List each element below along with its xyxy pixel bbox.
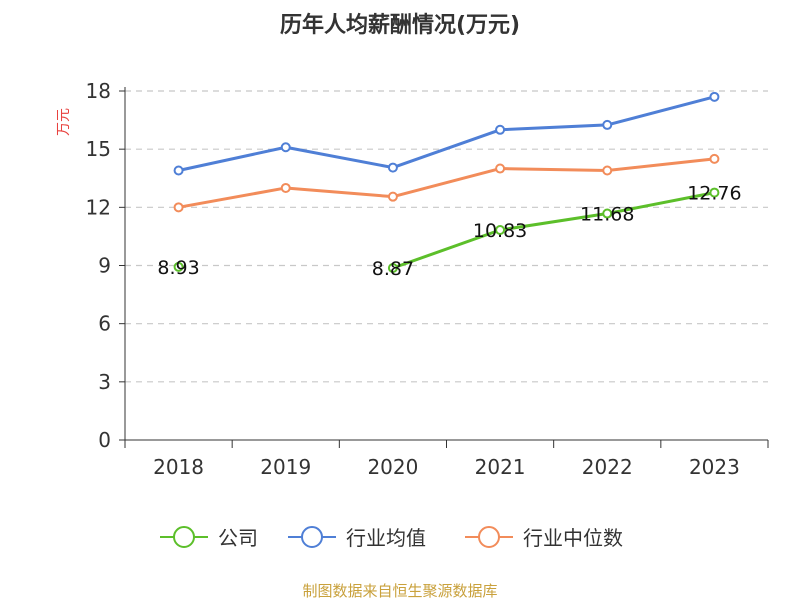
legend-marker-行业均值: [301, 526, 323, 548]
y-tick-label-15: 15: [86, 137, 111, 161]
y-tick-label-0: 0: [98, 428, 111, 452]
source-note: 制图数据来自恒生聚源数据库: [302, 582, 497, 600]
data-labels: 8.93 8.87 10.83 11.68 12.76: [157, 183, 741, 280]
series-group: [173, 91, 720, 274]
y-axis-label: 万元: [56, 108, 72, 136]
data-point-行业中位数-2018[interactable]: [173, 202, 184, 213]
data-point-行业中位数-2022[interactable]: [602, 165, 613, 176]
data-point-行业中位数-2019[interactable]: [280, 182, 291, 193]
series-line-行业中位数: [178, 157, 715, 209]
x-tick-label-2021: 2021: [475, 455, 526, 479]
y-tick-label-6: 6: [98, 312, 111, 336]
data-label-2023: 12.76: [687, 183, 741, 205]
data-point-公司-2021[interactable]: [495, 225, 506, 236]
data-point-行业均值-2021[interactable]: [495, 124, 506, 135]
y-tick-label-18: 18: [86, 79, 111, 103]
chart-title: 历年人均薪酬情况(万元): [280, 12, 520, 38]
x-tick-label-2019: 2019: [260, 455, 311, 479]
legend[interactable]: 公司 行业均值 行业中位数: [160, 526, 623, 550]
data-point-公司-2020[interactable]: [387, 263, 398, 274]
data-point-公司-2023[interactable]: [709, 187, 720, 198]
data-point-行业均值-2020[interactable]: [387, 162, 398, 173]
x-tick-label-2020: 2020: [367, 455, 418, 479]
data-point-公司-2022[interactable]: [602, 208, 613, 219]
data-point-行业均值-2019[interactable]: [280, 142, 291, 153]
data-point-公司-2018[interactable]: [173, 261, 184, 272]
data-point-行业均值-2023[interactable]: [709, 91, 720, 102]
data-label-2018: 8.93: [157, 257, 199, 279]
legend-label-公司[interactable]: 公司: [218, 526, 258, 550]
axes: 0 3 6 9 12 15 18 2018 2019 2020 2021 2022 2023: [86, 79, 769, 479]
x-tick-label-2018: 2018: [153, 455, 204, 479]
series-line-公司: [392, 191, 715, 270]
x-tick-label-2022: 2022: [582, 455, 633, 479]
x-tick-label-2023: 2023: [689, 455, 740, 479]
y-tick-label-12: 12: [86, 195, 111, 219]
legend-label-行业中位数[interactable]: 行业中位数: [523, 526, 623, 550]
data-point-行业中位数-2023[interactable]: [709, 153, 720, 164]
data-point-行业均值-2018[interactable]: [173, 165, 184, 176]
data-label-2020: 8.87: [372, 258, 414, 280]
legend-label-行业均值[interactable]: 行业均值: [346, 526, 426, 550]
data-point-行业中位数-2020[interactable]: [387, 191, 398, 202]
y-tick-label-3: 3: [98, 370, 111, 394]
data-label-2022: 11.68: [580, 204, 634, 226]
y-tick-label-9: 9: [98, 254, 111, 278]
data-point-行业中位数-2021[interactable]: [495, 163, 506, 174]
series-line-行业均值: [178, 95, 715, 172]
legend-marker-行业中位数: [478, 526, 500, 548]
gridlines: [125, 90, 768, 383]
data-label-2021: 10.83: [473, 220, 527, 242]
legend-marker-公司: [173, 526, 195, 548]
data-point-行业均值-2022[interactable]: [602, 119, 613, 130]
